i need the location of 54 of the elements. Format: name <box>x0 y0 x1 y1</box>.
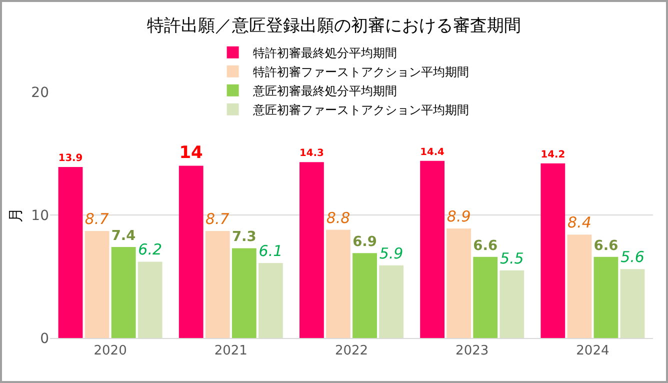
bar <box>58 167 83 338</box>
bar <box>111 246 136 338</box>
data-label: 6.9 <box>352 234 377 250</box>
x-tick-label: 2024 <box>576 344 610 359</box>
legend-label: 特許初審最終処分平均期間 <box>252 46 397 60</box>
data-label: 7.3 <box>232 229 256 246</box>
y-axis-title: 月 <box>6 208 24 222</box>
data-label: 14.3 <box>300 148 324 160</box>
data-label: 8.9 <box>446 208 471 226</box>
bar <box>379 265 404 338</box>
data-label: 8.8 <box>326 208 350 227</box>
y-tick-label: 20 <box>31 84 49 101</box>
x-tick-label: 2021 <box>214 344 248 359</box>
bar <box>567 234 592 338</box>
x-tick-label: 2022 <box>334 344 368 359</box>
bar <box>258 262 283 338</box>
legend-label: 意匠初審最終処分平均期間 <box>252 84 397 98</box>
bar <box>84 230 110 338</box>
legend-label: 意匠初審ファーストアクション平均期間 <box>252 103 469 118</box>
bar <box>446 228 472 338</box>
data-label: 14 <box>179 142 204 163</box>
bar <box>138 262 162 338</box>
bar <box>326 230 350 338</box>
bar <box>178 166 204 338</box>
bar <box>540 163 566 338</box>
bar <box>420 160 445 338</box>
data-label: 5.5 <box>500 249 524 268</box>
data-label: 6.2 <box>138 240 162 259</box>
data-label: 13.9 <box>58 153 83 164</box>
data-label: 8.7 <box>84 210 110 228</box>
y-tick-label: 10 <box>31 208 49 224</box>
chart-title: 特許出願／意匠登録出願の初審における審査期間 <box>147 16 521 36</box>
bar <box>620 269 645 338</box>
bar <box>594 256 618 338</box>
bar <box>300 162 324 338</box>
data-label: 6.1 <box>258 242 283 260</box>
bar <box>473 256 498 338</box>
data-label: 6.6 <box>594 238 618 254</box>
x-tick-label: 2020 <box>94 344 127 359</box>
data-label: 14.2 <box>540 149 566 160</box>
bar <box>232 248 256 338</box>
legend-label: 特許初審ファーストアクション平均期間 <box>252 65 469 80</box>
y-tick-label: 0 <box>40 330 49 347</box>
data-label: 8.7 <box>205 210 230 228</box>
data-label: 5.6 <box>620 248 644 266</box>
x-tick-label: 2023 <box>456 344 489 359</box>
bar <box>205 230 230 338</box>
data-label: 6.6 <box>473 238 498 254</box>
data-label: 7.4 <box>111 228 136 244</box>
data-label: 5.9 <box>379 244 404 262</box>
bar <box>500 270 524 338</box>
data-label: 14.4 <box>420 146 445 158</box>
bar <box>352 253 377 338</box>
data-label: 8.4 <box>568 214 592 232</box>
